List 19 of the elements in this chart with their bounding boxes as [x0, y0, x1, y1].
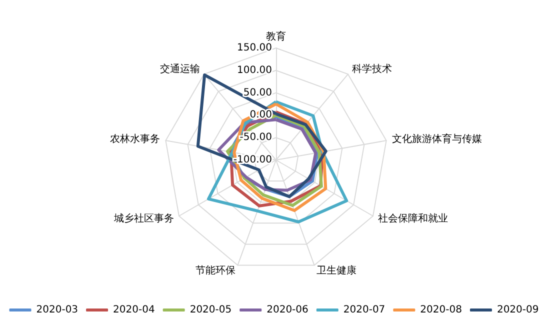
y-tick-label: 100.00 — [237, 64, 272, 76]
spoke-label: 节能环保 — [196, 264, 236, 276]
spoke-label: 城乡社区事务 — [112, 212, 174, 224]
y-tick-label: 150.00 — [237, 42, 272, 54]
legend-label: 2020-03 — [36, 304, 78, 316]
spoke-label: 交通运输 — [160, 63, 200, 76]
legend-label: 2020-04 — [113, 304, 155, 316]
spoke-label: 科学技术 — [352, 63, 392, 76]
spoke-label: 卫生健康 — [316, 264, 356, 276]
spoke-label: 农林水事务 — [110, 133, 160, 146]
spoke-label: 教育 — [266, 30, 286, 42]
spoke-label: 文化旅游体育与传媒 — [392, 133, 482, 146]
y-tick-label: 50.00 — [243, 87, 272, 98]
spoke-label: 社会保障和就业 — [378, 212, 448, 224]
legend-label: 2020-08 — [420, 304, 462, 316]
legend-label: 2020-05 — [190, 304, 232, 316]
legend-label: 2020-09 — [496, 304, 539, 316]
legend-label: 2020-07 — [343, 304, 386, 316]
legend-label: 2020-06 — [266, 304, 308, 316]
